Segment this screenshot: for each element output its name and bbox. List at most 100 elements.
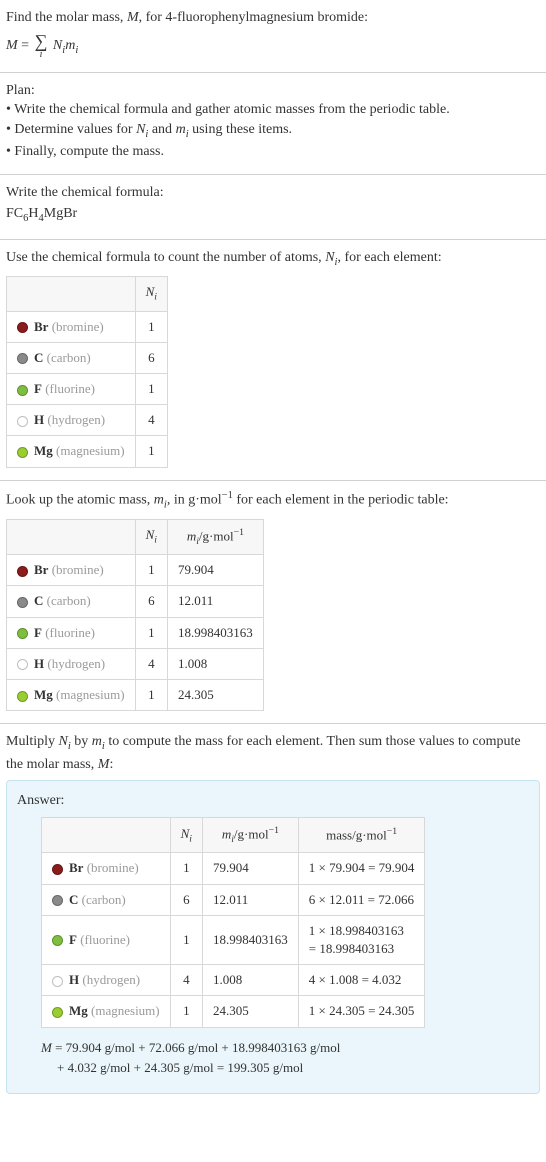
table-row: H (hydrogen)4 xyxy=(7,405,168,436)
lookup-title: Look up the atomic mass, mi, in g·mol−1 … xyxy=(6,489,540,513)
element-name: (hydrogen) xyxy=(44,412,105,427)
answer-m: 18.998403163 xyxy=(203,915,299,964)
answer-n: 6 xyxy=(170,884,202,915)
lookup-m: 18.998403163 xyxy=(168,617,264,648)
lookup-title-mid: , in g·mol xyxy=(167,492,222,507)
intro-equation: M = ∑i Nimi xyxy=(6,32,540,60)
plan-bullet-1: • Write the chemical formula and gather … xyxy=(6,100,540,120)
compute-N: N xyxy=(59,734,68,749)
element-name: (hydrogen) xyxy=(79,972,140,987)
element-cell: C (carbon) xyxy=(7,342,136,373)
element-symbol: Br xyxy=(34,319,48,334)
answer-label: Answer: xyxy=(17,791,529,811)
final-l2: + 4.032 g/mol + 24.305 g/mol = 199.305 g… xyxy=(57,1058,529,1079)
table-row: H (hydrogen)41.008 xyxy=(7,648,264,679)
answer-n: 1 xyxy=(170,853,202,884)
answer-n: 1 xyxy=(170,996,202,1027)
compute-section: Multiply Ni by mi to compute the mass fo… xyxy=(0,724,546,1106)
plan-bullet-3: • Finally, compute the mass. xyxy=(6,142,540,162)
element-dot xyxy=(17,691,28,702)
plan-b2-post: using these items. xyxy=(189,122,292,137)
answer-mass: 6 × 12.011 = 72.066 xyxy=(298,884,425,915)
lookup-header-N: Ni xyxy=(135,519,167,555)
formula-title: Write the chemical formula: xyxy=(6,183,540,203)
element-dot xyxy=(52,935,63,946)
formula-text: FC6H4MgBr xyxy=(6,204,540,226)
element-dot xyxy=(17,659,28,670)
count-n: 1 xyxy=(135,436,167,467)
answer-m: 12.011 xyxy=(203,884,299,915)
lookup-title-var: m xyxy=(154,492,164,507)
element-cell: C (carbon) xyxy=(7,586,136,617)
count-n: 1 xyxy=(135,374,167,405)
answer-m: 1.008 xyxy=(203,965,299,996)
eq-M: M xyxy=(6,38,18,53)
element-symbol: Mg xyxy=(69,1003,88,1018)
count-title: Use the chemical formula to count the nu… xyxy=(6,248,540,270)
sum-symbol: ∑i xyxy=(35,32,48,60)
element-cell: F (fluorine) xyxy=(42,915,171,964)
lookup-header-row: Ni mi/g·mol−1 xyxy=(7,519,264,555)
count-n: 1 xyxy=(135,311,167,342)
lookup-m: 1.008 xyxy=(168,648,264,679)
compute-colon: : xyxy=(109,757,113,772)
eq-eq: = xyxy=(18,38,33,53)
count-n: 6 xyxy=(135,342,167,373)
element-cell: H (hydrogen) xyxy=(7,648,136,679)
answer-m: 79.904 xyxy=(203,853,299,884)
count-title-post: , for each element: xyxy=(337,250,441,265)
lookup-n: 1 xyxy=(135,680,167,711)
element-symbol: Br xyxy=(34,562,48,577)
element-name: (bromine) xyxy=(83,860,138,875)
table-row: F (fluorine)1 xyxy=(7,374,168,405)
count-title-pre: Use the chemical formula to count the nu… xyxy=(6,250,325,265)
final-l1: = 79.904 g/mol + 72.066 g/mol + 18.99840… xyxy=(52,1040,341,1055)
element-name: (bromine) xyxy=(48,319,103,334)
answer-header-mass: mass/g·mol−1 xyxy=(298,817,425,853)
compute-pre: Multiply xyxy=(6,734,59,749)
answer-mass: 1 × 18.998403163= 18.998403163 xyxy=(298,915,425,964)
element-dot xyxy=(52,976,63,987)
answer-header-row: Ni mi/g·mol−1 mass/g·mol−1 xyxy=(42,817,425,853)
final-mass: M = 79.904 g/mol + 72.066 g/mol + 18.998… xyxy=(41,1038,529,1080)
lookup-header-blank xyxy=(7,519,136,555)
element-dot xyxy=(17,566,28,577)
plan-bullet-2: • Determine values for Ni and mi using t… xyxy=(6,120,540,142)
lookup-table: Ni mi/g·mol−1 Br (bromine)179.904C (carb… xyxy=(6,519,264,712)
table-row: F (fluorine)118.998403163 xyxy=(7,617,264,648)
element-name: (carbon) xyxy=(43,593,90,608)
table-row: Mg (magnesium)124.305 xyxy=(7,680,264,711)
element-dot xyxy=(52,895,63,906)
answer-header-N: Ni xyxy=(170,817,202,853)
answer-header-m: mi/g·mol−1 xyxy=(203,817,299,853)
element-dot xyxy=(17,597,28,608)
lookup-title-pre: Look up the atomic mass, xyxy=(6,492,154,507)
table-row: C (carbon)612.0116 × 12.011 = 72.066 xyxy=(42,884,425,915)
element-symbol: H xyxy=(34,656,44,671)
lookup-header-m: mi/g·mol−1 xyxy=(168,519,264,555)
count-title-var: N xyxy=(325,250,334,265)
intro-prefix: Find the molar mass, xyxy=(6,10,127,25)
element-cell: H (hydrogen) xyxy=(7,405,136,436)
element-name: (magnesium) xyxy=(53,443,125,458)
intro-line: Find the molar mass, M, for 4-fluorophen… xyxy=(6,8,540,28)
element-cell: Mg (magnesium) xyxy=(7,680,136,711)
answer-mass: 1 × 24.305 = 24.305 xyxy=(298,996,425,1027)
lookup-n: 6 xyxy=(135,586,167,617)
element-name: (fluorine) xyxy=(77,932,130,947)
element-symbol: F xyxy=(34,625,42,640)
formula-section: Write the chemical formula: FC6H4MgBr xyxy=(0,175,546,240)
element-cell: Br (bromine) xyxy=(7,555,136,586)
count-header-blank xyxy=(7,277,136,311)
element-symbol: C xyxy=(69,892,78,907)
table-row: C (carbon)612.011 xyxy=(7,586,264,617)
element-symbol: F xyxy=(69,932,77,947)
lookup-m: 12.011 xyxy=(168,586,264,617)
element-name: (carbon) xyxy=(43,350,90,365)
element-cell: Mg (magnesium) xyxy=(42,996,171,1027)
lookup-title-exp: −1 xyxy=(222,490,233,501)
element-symbol: H xyxy=(69,972,79,987)
intro-var-M: M xyxy=(127,10,139,25)
element-symbol: C xyxy=(34,350,43,365)
count-n: 4 xyxy=(135,405,167,436)
